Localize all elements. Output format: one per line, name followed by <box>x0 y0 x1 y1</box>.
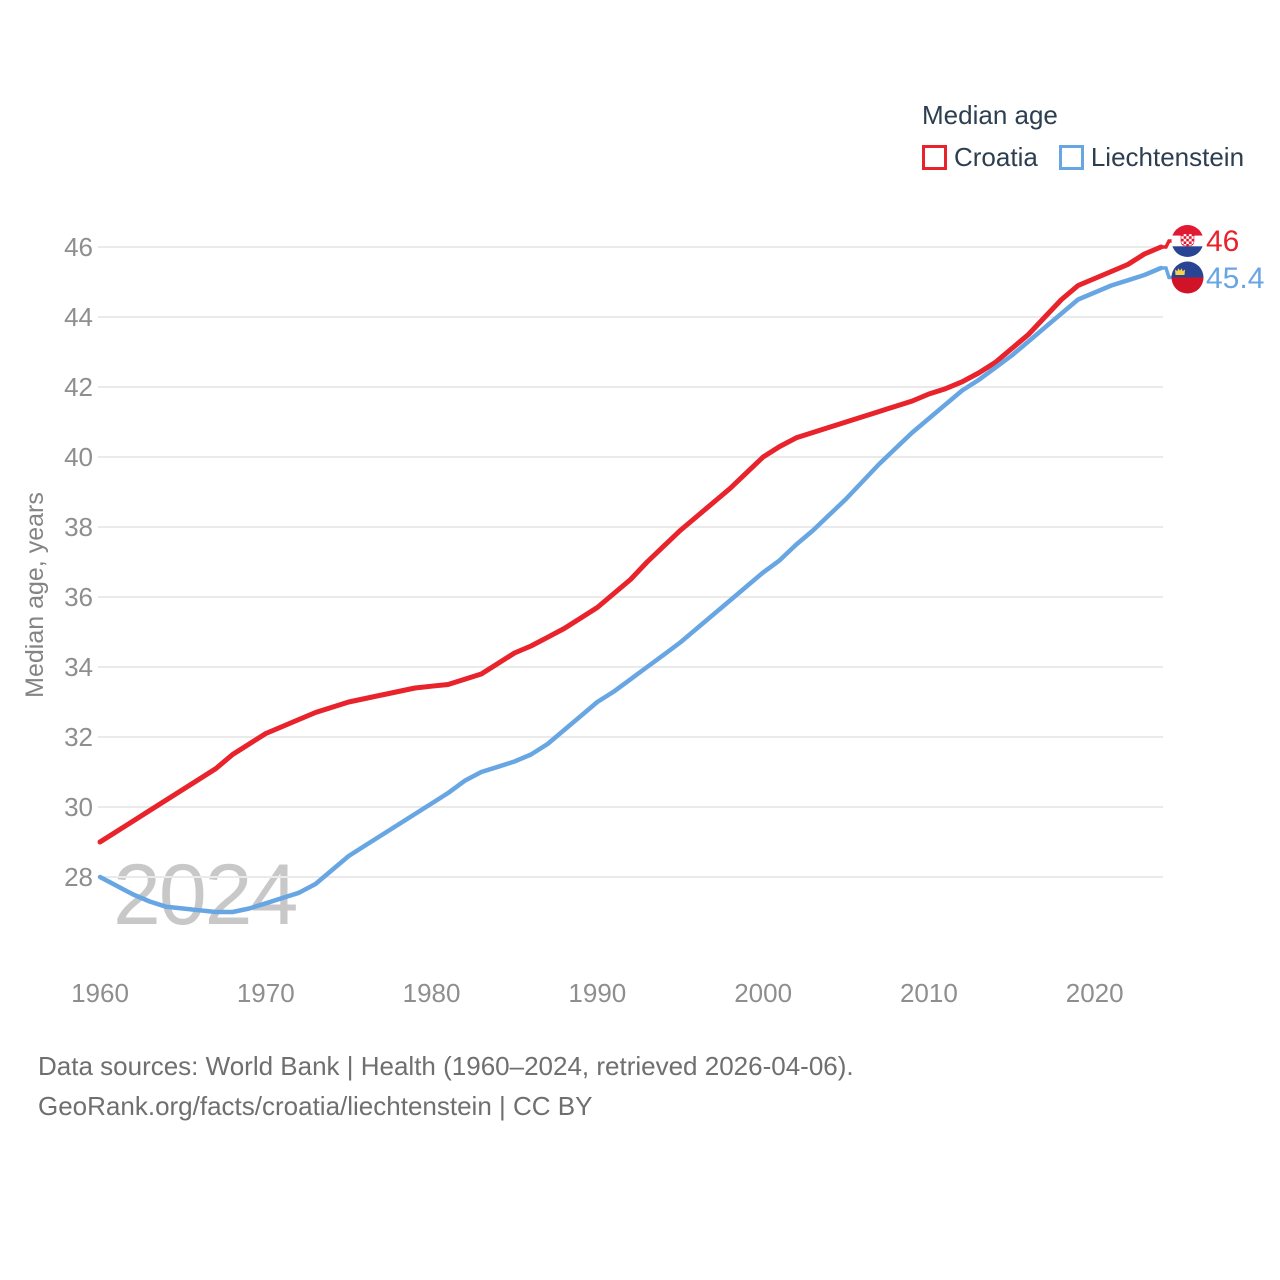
x-tick-2000: 2000 <box>734 978 792 1008</box>
source-line-1: Data sources: World Bank | Health (1960–… <box>38 1051 854 1081</box>
x-tick-2010: 2010 <box>900 978 958 1008</box>
x-tick-2020: 2020 <box>1066 978 1124 1008</box>
y-tick-36: 36 <box>64 582 93 612</box>
legend-title: Median age <box>922 100 1058 130</box>
x-tick-1990: 1990 <box>568 978 626 1008</box>
liechtenstein-legend-swatch[interactable] <box>1058 145 1084 170</box>
x-tick-1970: 1970 <box>237 978 295 1008</box>
y-tick-38: 38 <box>64 512 93 542</box>
liechtenstein-flag-icon <box>1171 261 1204 294</box>
croatia-line[interactable] <box>97 244 1164 845</box>
y-tick-44: 44 <box>64 302 93 332</box>
x-tick-1980: 1980 <box>403 978 461 1008</box>
y-tick-46: 46 <box>64 232 93 262</box>
y-axis-tick-labels: 46 44 42 40 38 36 34 32 30 28 <box>64 232 93 892</box>
legend-items: Croatia Liechtenstein <box>922 142 1244 173</box>
y-tick-32: 32 <box>64 722 93 752</box>
y-axis-title: Median age, years <box>21 492 49 698</box>
series-lines <box>97 244 1164 915</box>
source-note: Data sources: World Bank | Health (1960–… <box>38 1046 854 1126</box>
source-line-2: GeoRank.org/facts/croatia/liechtenstein … <box>38 1091 593 1121</box>
y-tick-34: 34 <box>64 652 93 682</box>
liechtenstein-end-value: 45.4 <box>1206 262 1264 295</box>
watermark-year: 2024 <box>113 847 296 943</box>
liechtenstein-line[interactable] <box>97 265 1164 915</box>
liechtenstein-legend-label[interactable]: Liechtenstein <box>1090 142 1245 172</box>
legend: Median age Croatia Liechtenstein <box>922 101 1244 173</box>
gridlines <box>98 246 1163 878</box>
x-tick-1960: 1960 <box>71 978 129 1008</box>
y-tick-42: 42 <box>64 372 93 402</box>
croatia-legend-label[interactable]: Croatia <box>954 142 1038 172</box>
y-tick-40: 40 <box>64 442 93 472</box>
x-axis-tick-labels: 1960 1970 1980 1990 2000 2010 2020 <box>71 978 1124 1008</box>
y-tick-30: 30 <box>64 792 93 822</box>
y-tick-28: 28 <box>64 862 93 892</box>
croatia-legend-swatch[interactable] <box>922 145 947 170</box>
croatia-end-value: 46 <box>1206 225 1239 258</box>
croatia-flag-icon <box>1171 225 1204 257</box>
